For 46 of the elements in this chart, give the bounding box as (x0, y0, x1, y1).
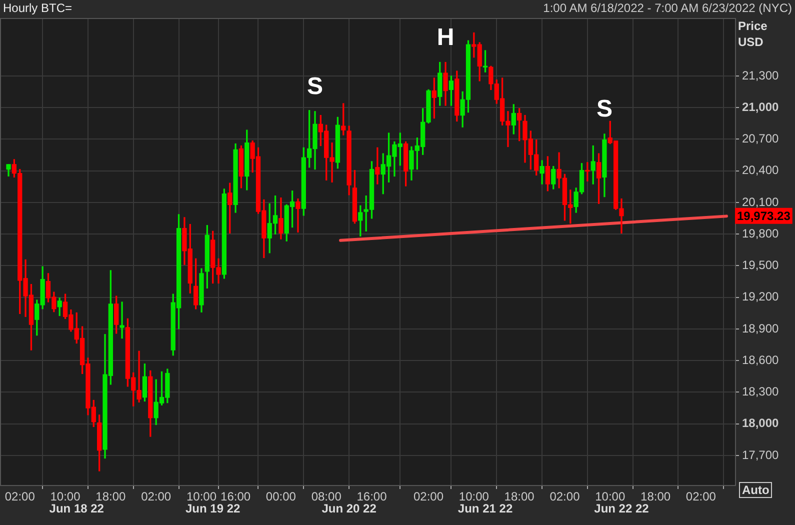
x-tick-label: 10:00 (595, 490, 626, 504)
text: Jun 20 22 (322, 501, 377, 516)
annotation: S (306, 73, 324, 100)
x-tick-label: 10:00 (50, 490, 81, 504)
y-tick-label: 18,000 (742, 416, 780, 430)
text: 19,973.23 (737, 209, 791, 224)
x-tick-label: 02:00 (141, 490, 172, 504)
x-tick-label: 18:00 (640, 490, 671, 504)
x-tick-label: 10:00 (458, 490, 490, 504)
chart-subtitle: 1:00 AM 6/18/2022 - 7:00 AM 6/23/2022 (NYC) (543, 1, 792, 15)
y-tick-label: 18,600 (742, 352, 780, 367)
y-tick-label: 17,700 (742, 448, 780, 462)
candlestick (296, 198, 300, 233)
y-tick-label: 19,500 (742, 258, 780, 272)
x-tick-label: 18:00 (96, 490, 126, 504)
x-tick-label: 18:00 (504, 490, 535, 504)
y-axis-title: Price USD (738, 18, 768, 50)
x-tick-label: 00:00 (266, 490, 296, 504)
x-tick-label: 16:00 (356, 490, 388, 504)
x-tick-label: 02:00 (550, 490, 580, 504)
y-tick-label: 21,000 (742, 100, 780, 114)
chart-title: Hourly BTC= (3, 1, 72, 15)
y-tick-label: 20,400 (742, 163, 780, 178)
annotation: H (436, 24, 454, 51)
text: Jun 19 22 (185, 501, 241, 516)
y-tick-label: 18,300 (742, 384, 780, 399)
y-tick-label: 19,200 (742, 290, 780, 304)
candlestick (585, 162, 590, 182)
x-tick-label: 02:00 (686, 490, 716, 504)
candlestick (375, 147, 380, 184)
y-tick-label: 20,700 (742, 132, 780, 146)
annotation: S (596, 96, 612, 123)
y-tick-label: 18,900 (742, 321, 780, 336)
x-tick-label: 02:00 (4, 490, 36, 504)
text: Jun 18 22 (49, 501, 104, 516)
y-tick-label: 19,800 (742, 226, 780, 240)
x-tick-label: 08:00 (311, 490, 342, 504)
y-tick-label: 20,100 (742, 194, 780, 209)
x-tick-label: 10:00 (186, 490, 217, 504)
text: Jun 22 22 (594, 501, 650, 516)
x-tick-label: 02:00 (414, 490, 444, 504)
text: Auto (739, 482, 772, 498)
text: Jun 21 22 (458, 501, 513, 516)
y-tick-label: 21,300 (742, 68, 780, 82)
candlestick (120, 302, 124, 339)
x-tick-label: 16:00 (220, 490, 251, 504)
